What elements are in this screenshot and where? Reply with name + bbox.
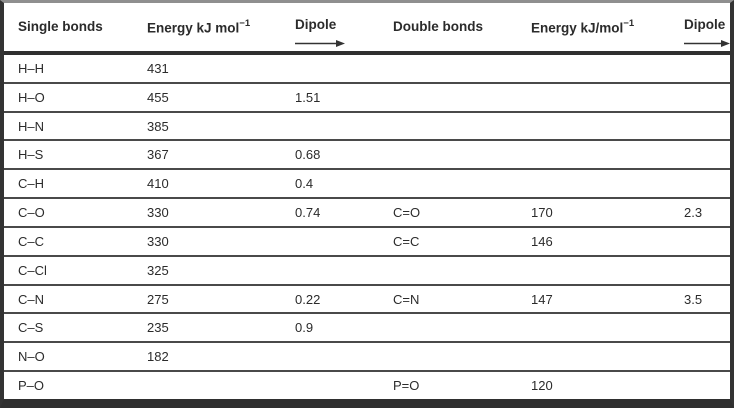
table-row: C–S 235 0.9 xyxy=(4,314,730,344)
dipole-cell: 0.22 xyxy=(295,291,321,307)
energy-double-cell: 146 xyxy=(531,233,553,249)
energy-cell: 330 xyxy=(147,233,169,249)
table-row: C–Cl 325 xyxy=(4,257,730,286)
table-row: C–C 330 C=C 146 xyxy=(4,228,730,257)
header-dipole-double-label: Dipole xyxy=(684,17,726,32)
single-bond-cell: C–Cl xyxy=(18,262,47,278)
dipole-arrow-icon xyxy=(684,37,730,51)
table-row: H–S 367 0.68 xyxy=(4,141,730,171)
dipole-double-cell: 2.3 xyxy=(684,205,703,221)
single-bond-cell: N–O xyxy=(18,349,45,365)
header-energy-double: Energy kJ/mol−1 xyxy=(531,17,684,35)
dipole-arrow-icon xyxy=(295,37,345,51)
energy-cell: 182 xyxy=(147,349,169,365)
header-dipole-single-label: Dipole xyxy=(295,17,337,32)
header-energy-single-label: Energy kJ mol xyxy=(147,20,240,35)
energy-double-cell: 147 xyxy=(531,291,553,307)
dipole-cell: 0.9 xyxy=(295,320,314,336)
table-row: P–O P=O 120 xyxy=(4,372,730,399)
single-bond-cell: H–H xyxy=(18,60,45,76)
table-header-row: Single bonds Energy kJ mol−1 Dipole Doub… xyxy=(4,3,730,55)
energy-double-cell: 170 xyxy=(531,205,553,221)
dipole-cell: 1.51 xyxy=(295,89,321,105)
single-bond-cell: C–N xyxy=(18,291,45,307)
energy-cell: 367 xyxy=(147,147,169,163)
single-bond-cell: H–N xyxy=(18,118,45,134)
energy-cell: 455 xyxy=(147,89,169,105)
dipole-cell: 0.68 xyxy=(295,147,321,163)
double-bond-cell: C=C xyxy=(393,233,420,249)
table-row: C–O 330 0.74 C=O 170 2.3 xyxy=(4,199,730,228)
header-dipole-double: Dipole xyxy=(684,3,730,51)
energy-cell: 385 xyxy=(147,118,169,134)
single-bond-cell: C–H xyxy=(18,176,45,192)
energy-cell: 275 xyxy=(147,291,169,307)
single-bond-cell: H–O xyxy=(18,89,45,105)
single-bond-cell: C–C xyxy=(18,233,45,249)
single-bond-cell: H–S xyxy=(18,147,44,163)
energy-cell: 235 xyxy=(147,320,169,336)
header-double-bonds: Double bonds xyxy=(393,20,531,34)
table-row: C–N 275 0.22 C=N 147 3.5 xyxy=(4,286,730,315)
energy-double-cell: 120 xyxy=(531,378,553,394)
table-rows: H–H 431 H–O 455 1.51 H–N 385 H–S 367 0.6… xyxy=(4,55,730,399)
single-bond-cell: C–O xyxy=(18,205,45,221)
header-double-bonds-label: Double bonds xyxy=(393,19,483,35)
energy-cell: 431 xyxy=(147,60,169,76)
table-row: H–H 431 xyxy=(4,55,730,84)
header-energy-double-label: Energy kJ/mol xyxy=(531,20,624,35)
double-bond-cell: C=O xyxy=(393,205,421,221)
energy-cell: 410 xyxy=(147,176,169,192)
header-energy-single-sup: −1 xyxy=(239,17,251,29)
energy-cell: 330 xyxy=(147,205,169,221)
table-row: H–O 455 1.51 xyxy=(4,84,730,113)
energy-cell: 325 xyxy=(147,262,169,278)
header-energy-single: Energy kJ mol−1 xyxy=(147,17,295,35)
table-row: H–N 385 xyxy=(4,113,730,142)
header-single-bonds: Single bonds xyxy=(18,20,147,34)
header-dipole-single: Dipole xyxy=(295,3,393,51)
dipole-double-cell: 3.5 xyxy=(684,291,703,307)
dipole-cell: 0.4 xyxy=(295,176,314,192)
header-energy-double-sup: −1 xyxy=(623,17,635,29)
single-bond-cell: C–S xyxy=(18,320,44,336)
double-bond-cell: P=O xyxy=(393,378,420,394)
table-row: N–O 182 xyxy=(4,343,730,373)
dipole-cell: 0.74 xyxy=(295,205,321,221)
single-bond-cell: P–O xyxy=(18,378,45,394)
table-row: C–H 410 0.4 xyxy=(4,170,730,200)
double-bond-cell: C=N xyxy=(393,291,420,307)
header-single-bonds-label: Single bonds xyxy=(18,19,103,35)
